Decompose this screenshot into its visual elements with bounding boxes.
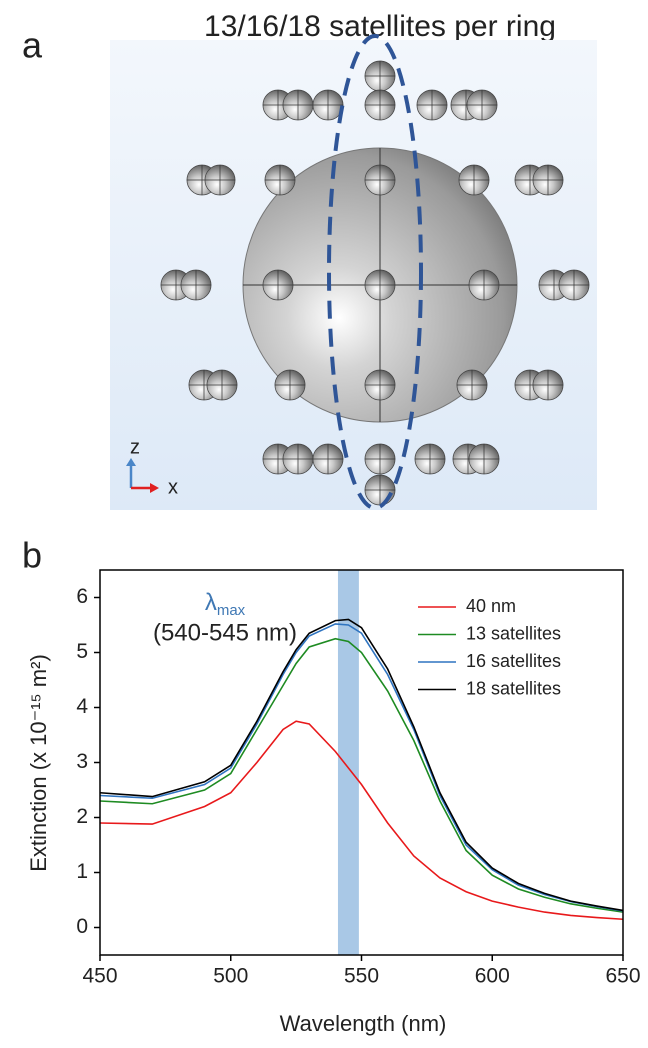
legend-label: 16 satellites xyxy=(466,651,561,671)
y-tick-label: 1 xyxy=(76,860,88,883)
y-tick-label: 0 xyxy=(76,915,88,938)
x-tick-label: 450 xyxy=(82,965,117,988)
annotation: λmax xyxy=(205,589,246,619)
panel-label: b xyxy=(22,535,42,576)
legend-label: 18 satellites xyxy=(466,678,561,698)
legend-label: 13 satellites xyxy=(466,623,561,643)
legend-label: 40 nm xyxy=(466,596,516,616)
annotation-symbol: λ xyxy=(205,589,217,616)
panel-label: a xyxy=(22,25,43,66)
series-line xyxy=(99,720,624,921)
y-tick-label: 3 xyxy=(76,750,88,773)
plot-frame xyxy=(99,569,624,956)
x-tick-label: 550 xyxy=(344,965,379,988)
x-tick-label: 500 xyxy=(213,965,248,988)
annotation-subscript: max xyxy=(217,602,246,619)
illustration xyxy=(126,34,590,510)
series-line xyxy=(99,637,624,913)
x-tick-label: 600 xyxy=(475,965,510,988)
panel-title: 13/16/18 satellites per ring xyxy=(204,10,556,43)
axis-label: z xyxy=(130,436,140,458)
x-axis-label: Wavelength (nm) xyxy=(280,1011,447,1036)
series-line xyxy=(99,623,624,912)
y-tick-label: 5 xyxy=(76,640,88,663)
y-tick-label: 4 xyxy=(76,695,88,718)
highlight-band xyxy=(337,570,359,955)
annotation-range: (540-545 nm) xyxy=(153,619,297,646)
y-axis-label: Extinction (x 10⁻¹⁵ m²) xyxy=(26,654,51,872)
x-tick-label: 650 xyxy=(605,965,640,988)
y-tick-label: 2 xyxy=(76,805,88,828)
axis-label: x xyxy=(168,476,178,498)
y-tick-label: 6 xyxy=(76,585,88,608)
series-line xyxy=(99,618,624,912)
